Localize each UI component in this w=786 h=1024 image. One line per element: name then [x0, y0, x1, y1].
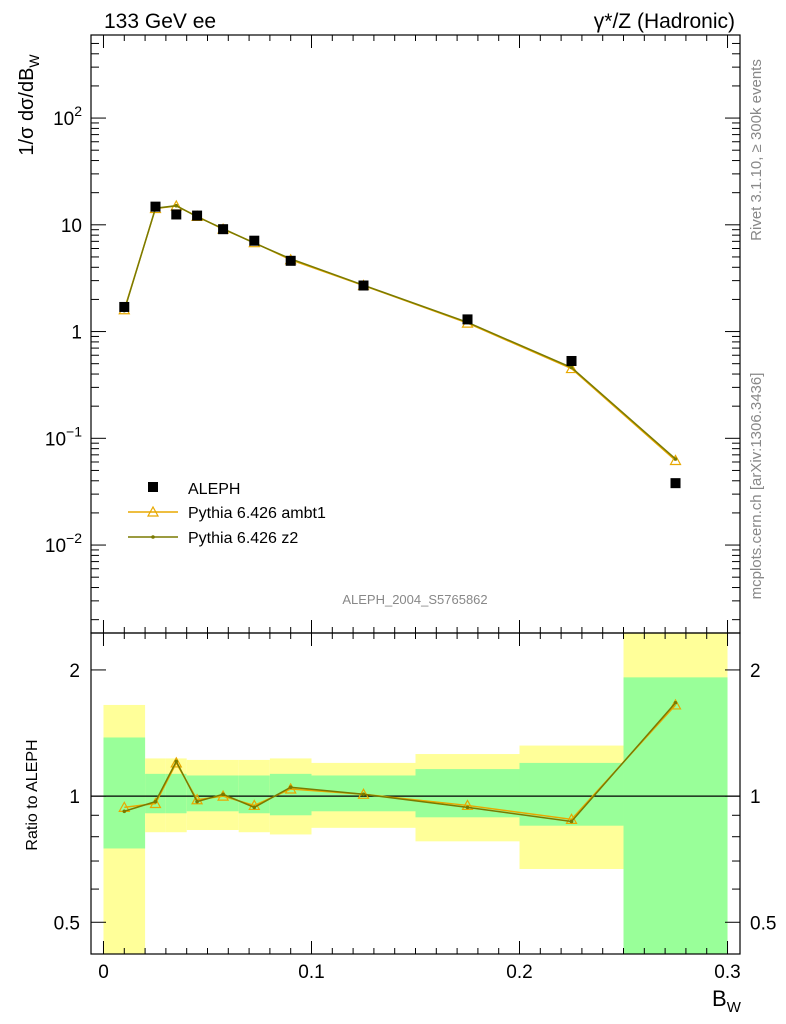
x-axis-title-main: B: [712, 986, 727, 1011]
ambt1-ratio-marker-3: [191, 793, 204, 805]
ambt1-ratio-marker-10: [669, 698, 682, 710]
ambt1-ratio-marker-2: [170, 756, 183, 768]
ambt1-ratio-marker-8: [461, 799, 474, 811]
axis-ticks: [91, 34, 740, 954]
legend-z2-marker: [151, 535, 155, 539]
z2-ratio-marker-9: [569, 819, 574, 824]
green-band-3: [186, 775, 208, 812]
ratio-ylabel: Ratio to ALEPH: [24, 739, 41, 850]
x-tick-label: 0.1: [298, 962, 324, 983]
main-line-series-0: [123, 205, 677, 462]
ambt1-marker-10: [669, 454, 682, 466]
aleph-point-7: [358, 280, 369, 291]
z2-ratio-marker-1: [153, 799, 158, 804]
x-tick-label: 0: [98, 962, 109, 983]
x-axis-title-sub: W: [727, 999, 742, 1016]
legend-ambt1-label: Pythia 6.426 ambt1: [188, 505, 326, 522]
ratio-y-tick-label-left: 2: [69, 661, 80, 682]
aleph-point-8: [462, 314, 473, 325]
aleph-point-10: [670, 478, 681, 489]
ratio-y-tick-label-left: 0.5: [54, 913, 80, 934]
z2-marker-2: [174, 203, 179, 208]
aleph-point-2: [171, 209, 182, 220]
x-tick-label: 0.3: [714, 962, 740, 983]
aleph-point-3: [192, 210, 203, 221]
main-ylabel-sub: W: [26, 54, 42, 68]
aleph-point-6: [285, 255, 296, 266]
legend-ambt1-marker: [146, 505, 160, 517]
ambt1-ratio-marker-5: [248, 799, 261, 811]
legend: ALEPH Pythia 6.426 ambt1 Pythia 6.426 z2: [128, 481, 326, 547]
aleph-point-0: [119, 301, 130, 312]
rivet-version-label: Rivet 3.1.10, ≥ 300k events: [748, 59, 765, 241]
main-line-series-1: [123, 204, 677, 460]
main-mc-lines: [118, 199, 682, 466]
ratio-y-tick-label-left: 1: [69, 787, 80, 808]
z2-ratio-marker-4: [221, 792, 225, 797]
legend-z2-label: Pythia 6.426 z2: [188, 530, 298, 547]
ratio-mc-lines: [118, 698, 682, 824]
green-band-10: [623, 677, 728, 954]
main-ylabel-text: 1/σ dσ/dB: [16, 68, 38, 156]
ratio-line-series-0: [124, 704, 677, 821]
z2-marker-10: [673, 457, 678, 461]
mcplots-label: mcplots.cern.ch [arXiv:1306.3436]: [748, 373, 765, 600]
green-band-2: [165, 773, 187, 814]
green-band-0: [103, 737, 146, 849]
legend-aleph-label: ALEPH: [188, 481, 240, 498]
ratio-y-tick-label-right: 0.5: [750, 913, 776, 934]
main-y-tick-label: 10−2: [45, 530, 82, 557]
aleph-point-4: [218, 224, 229, 235]
z2-ratio-marker-0: [122, 809, 127, 814]
z2-ratio-marker-7: [361, 792, 366, 797]
legend-aleph-marker: [148, 482, 158, 492]
x-axis-title: BW: [712, 986, 742, 1016]
z2-marker-9: [569, 365, 574, 370]
header-process-label: γ*/Z (Hadronic): [594, 10, 735, 33]
aleph-point-5: [249, 235, 260, 246]
ambt1-marker-9: [565, 362, 578, 374]
ratio-y-tick-label-right: 1: [750, 787, 761, 808]
z2-ratio-marker-2: [174, 759, 179, 764]
main-y-tick-label: 10: [61, 216, 82, 237]
main-y-tick-label: 10−1: [45, 423, 82, 450]
main-data-points: [119, 201, 681, 489]
ratio-y-tick-label-right: 2: [750, 661, 761, 682]
analysis-id-label: ALEPH_2004_S5765862: [342, 592, 487, 607]
main-ylabel: 1/σ dσ/dBW: [16, 54, 42, 156]
main-y-tick-label: 102: [53, 103, 82, 130]
z2-ratio-marker-3: [195, 799, 199, 804]
z2-ratio-marker-10: [673, 700, 678, 705]
aleph-point-9: [566, 355, 577, 366]
ratio-uncertainty-bands: [103, 633, 728, 954]
header-energy-label: 133 GeV ee: [104, 10, 216, 33]
aleph-point-1: [150, 201, 161, 212]
z2-ratio-marker-6: [288, 785, 293, 790]
axis-tick-labels: 0 0.1 0.2 0.3 10−2 10−1 1 10 102 0.5 0.5 1 1 2 2: [45, 103, 777, 983]
main-y-tick-label: 1: [71, 323, 82, 344]
z2-ratio-marker-8: [465, 805, 470, 810]
z2-ratio-marker-5: [252, 805, 257, 810]
x-tick-label: 0.2: [506, 962, 532, 983]
